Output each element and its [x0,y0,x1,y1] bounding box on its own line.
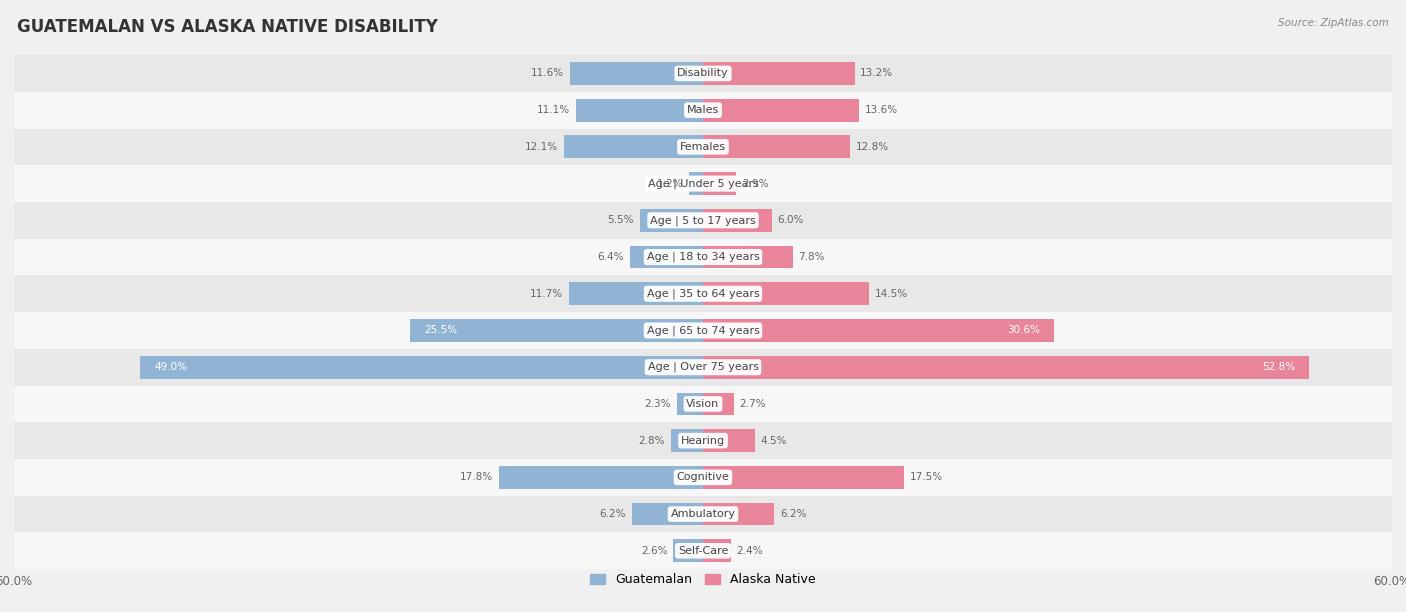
Bar [640,209,703,232]
Bar [630,245,703,269]
Text: 2.4%: 2.4% [737,546,763,556]
Bar [703,282,869,305]
Text: 52.8%: 52.8% [1263,362,1295,372]
Bar [703,99,859,122]
Text: 11.6%: 11.6% [531,69,564,78]
Bar [14,422,1392,459]
Text: 13.2%: 13.2% [860,69,893,78]
Bar [14,239,1392,275]
Text: 5.5%: 5.5% [607,215,634,225]
Bar [703,62,855,85]
Bar [703,245,793,269]
Bar [575,99,703,122]
Bar [676,392,703,416]
Text: 6.2%: 6.2% [780,509,807,519]
Text: 17.8%: 17.8% [460,472,494,482]
Text: Age | 35 to 64 years: Age | 35 to 64 years [647,288,759,299]
Bar [568,282,703,305]
Text: GUATEMALAN VS ALASKA NATIVE DISABILITY: GUATEMALAN VS ALASKA NATIVE DISABILITY [17,18,437,36]
Text: Age | Over 75 years: Age | Over 75 years [648,362,758,373]
Bar [14,275,1392,312]
Text: 2.8%: 2.8% [638,436,665,446]
Bar [14,532,1392,569]
Bar [703,466,904,489]
Bar [14,129,1392,165]
Bar [14,459,1392,496]
Text: 2.3%: 2.3% [644,399,671,409]
Bar [14,349,1392,386]
Bar [703,319,1054,342]
Text: 49.0%: 49.0% [155,362,187,372]
Bar [631,502,703,526]
Text: 13.6%: 13.6% [865,105,898,115]
Text: 6.2%: 6.2% [599,509,626,519]
Bar [411,319,703,342]
Text: Age | Under 5 years: Age | Under 5 years [648,178,758,189]
Text: Hearing: Hearing [681,436,725,446]
Legend: Guatemalan, Alaska Native: Guatemalan, Alaska Native [585,568,821,591]
Bar [14,202,1392,239]
Text: Cognitive: Cognitive [676,472,730,482]
Bar [703,135,851,159]
Text: Self-Care: Self-Care [678,546,728,556]
Text: 7.8%: 7.8% [799,252,825,262]
Text: Ambulatory: Ambulatory [671,509,735,519]
Bar [703,356,1309,379]
Bar [673,539,703,562]
Text: 25.5%: 25.5% [425,326,457,335]
Bar [141,356,703,379]
Text: 2.7%: 2.7% [740,399,766,409]
Bar [671,429,703,452]
Text: 30.6%: 30.6% [1008,326,1040,335]
Text: Males: Males [688,105,718,115]
Bar [703,172,737,195]
Bar [14,92,1392,129]
Bar [703,429,755,452]
Text: 2.6%: 2.6% [641,546,668,556]
Text: 12.1%: 12.1% [526,142,558,152]
Bar [569,62,703,85]
Text: 14.5%: 14.5% [875,289,908,299]
Text: Vision: Vision [686,399,720,409]
Text: Age | 5 to 17 years: Age | 5 to 17 years [650,215,756,226]
Text: 17.5%: 17.5% [910,472,943,482]
Bar [703,502,775,526]
Bar [703,392,734,416]
Text: 4.5%: 4.5% [761,436,787,446]
Text: Age | 18 to 34 years: Age | 18 to 34 years [647,252,759,263]
Text: Source: ZipAtlas.com: Source: ZipAtlas.com [1278,18,1389,28]
Text: 6.4%: 6.4% [598,252,624,262]
Text: 2.9%: 2.9% [742,179,769,188]
Text: Females: Females [681,142,725,152]
Text: 11.7%: 11.7% [530,289,562,299]
Text: Age | 65 to 74 years: Age | 65 to 74 years [647,325,759,336]
Text: 1.2%: 1.2% [657,179,683,188]
Bar [14,386,1392,422]
Bar [14,165,1392,202]
Text: 12.8%: 12.8% [856,142,889,152]
Text: 6.0%: 6.0% [778,215,804,225]
Text: Disability: Disability [678,69,728,78]
Bar [14,496,1392,532]
Bar [689,172,703,195]
Bar [14,55,1392,92]
Bar [564,135,703,159]
Bar [499,466,703,489]
Bar [14,312,1392,349]
Text: 11.1%: 11.1% [537,105,569,115]
Bar [703,209,772,232]
Bar [703,539,731,562]
